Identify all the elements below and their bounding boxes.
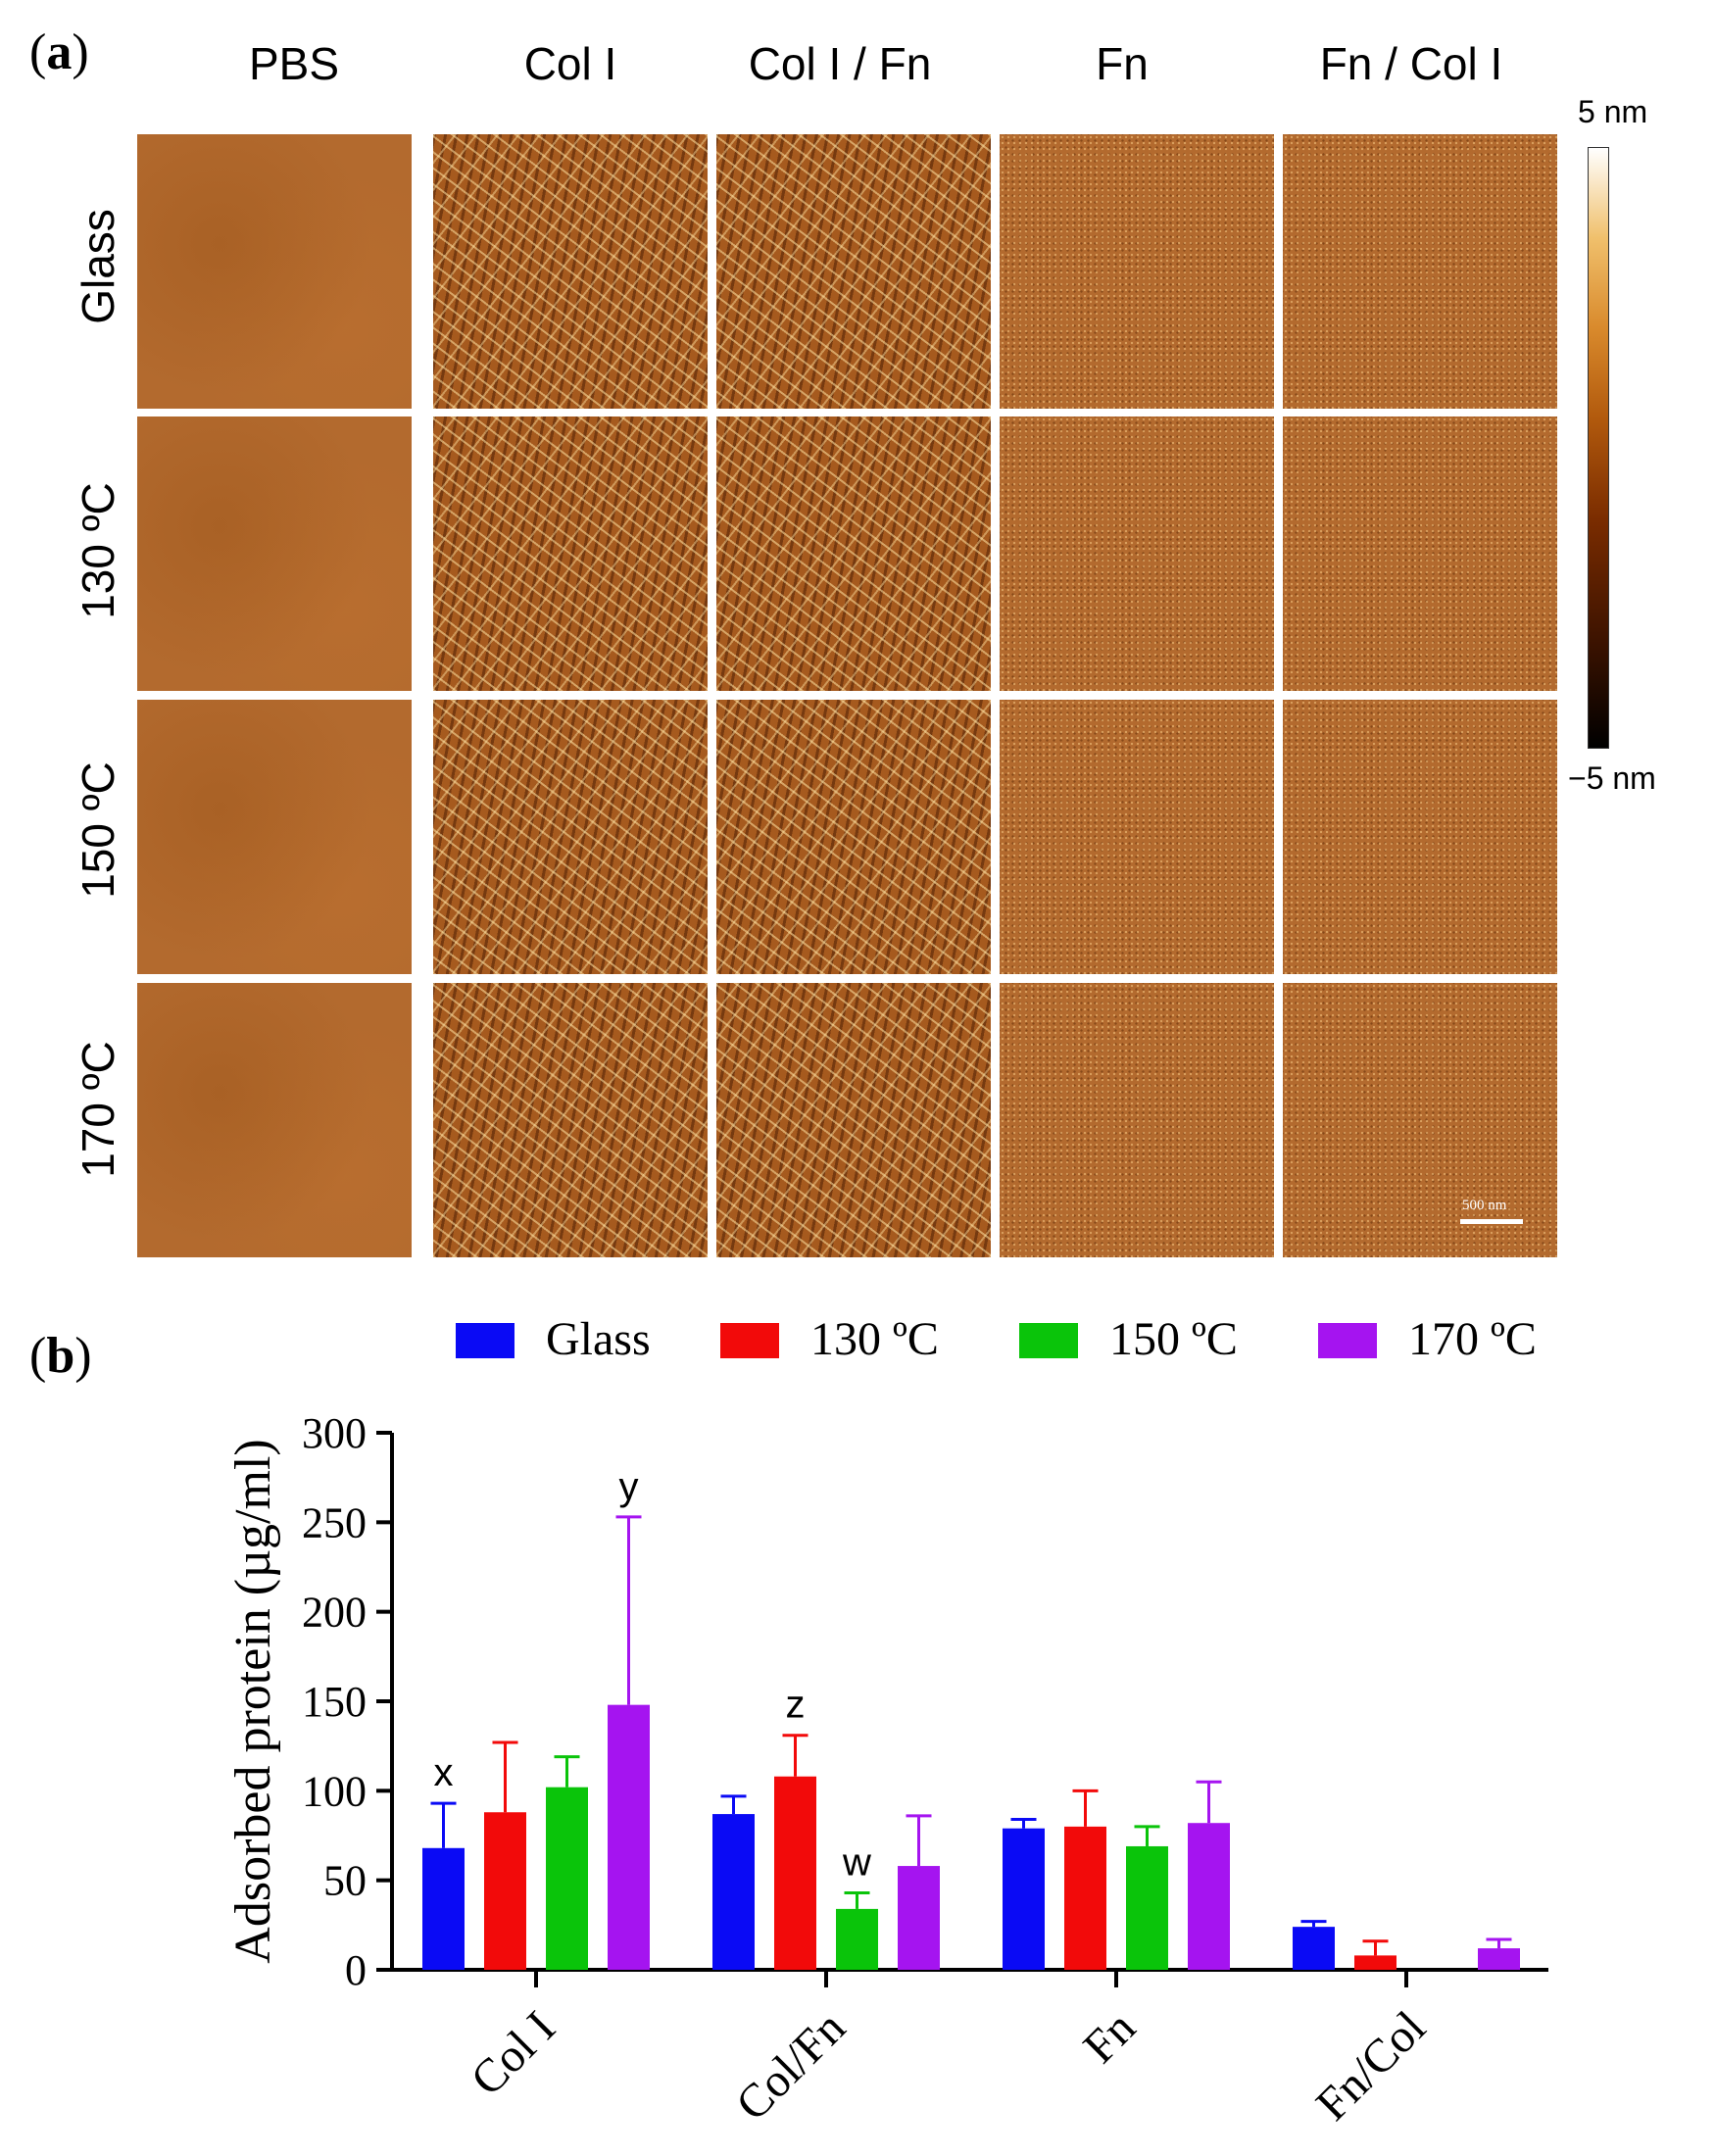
panel-a-label: (a)	[29, 24, 89, 80]
y-tick-label: 150	[302, 1678, 367, 1726]
afm-150-col-i-fn	[716, 700, 991, 974]
bar-170-c	[1188, 1823, 1230, 1970]
column-header-fn: Fn	[1096, 38, 1149, 89]
significance-label: y	[619, 1465, 639, 1508]
significance-label: z	[786, 1684, 806, 1727]
y-axis-title: Adsorbed protein (µg/ml)	[225, 1439, 281, 1963]
bar-130-c	[1354, 1955, 1396, 1970]
afm-170-fn	[1000, 983, 1274, 1257]
bar-150-c	[1126, 1845, 1168, 1970]
column-header-pbs: PBS	[248, 38, 340, 89]
legend-label-150: 150 ºC	[1109, 1313, 1238, 1365]
afm-150-fn	[1000, 700, 1274, 974]
afm-130-pbs	[137, 416, 412, 691]
colorbar-max-label: 5 nm	[1578, 94, 1648, 129]
x-tick-label: Col/Fn	[726, 2001, 856, 2131]
column-header-fn-col-i: Fn / Col I	[1319, 38, 1503, 89]
column-header-col-i: Col I	[523, 38, 617, 89]
bar-170-c	[1478, 1948, 1520, 1970]
bar-170-c	[898, 1866, 940, 1970]
afm-glass-col-i-fn	[716, 134, 991, 409]
y-tick-label: 300	[302, 1409, 367, 1457]
x-tick-label: Col I	[461, 2001, 564, 2105]
height-colorbar	[1588, 147, 1609, 749]
afm-130-fn	[1000, 416, 1274, 691]
afm-130-col-i	[433, 416, 708, 691]
afm-170-col-i-fn	[716, 983, 991, 1257]
legend-label-130: 130 ºC	[810, 1313, 939, 1365]
legend-label-170: 170 ºC	[1408, 1313, 1537, 1365]
y-tick-label: 200	[302, 1589, 367, 1637]
legend-label-glass: Glass	[546, 1313, 651, 1365]
y-tick-label: 250	[302, 1498, 367, 1546]
bar-glass	[1003, 1828, 1045, 1970]
significance-label: x	[434, 1751, 454, 1794]
afm-150-pbs	[137, 700, 412, 974]
bar-130-c	[1064, 1826, 1106, 1970]
afm-170-pbs	[137, 983, 412, 1257]
bar-glass	[422, 1847, 465, 1970]
scale-bar	[1460, 1219, 1523, 1224]
legend-swatch-glass	[456, 1323, 514, 1358]
afm-170-col-i	[433, 983, 708, 1257]
bar-170-c	[608, 1704, 650, 1970]
panel-b-label: (b)	[29, 1328, 92, 1384]
legend-swatch-150	[1019, 1323, 1078, 1358]
bar-glass	[712, 1814, 755, 1970]
afm-150-fn-col-i	[1283, 700, 1557, 974]
bar-130-c	[774, 1776, 816, 1970]
legend-swatch-130	[720, 1323, 779, 1358]
x-tick-label: Fn	[1073, 2001, 1145, 2073]
y-tick-label: 100	[302, 1767, 367, 1815]
bar-glass	[1293, 1927, 1335, 1970]
afm-130-fn-col-i	[1283, 416, 1557, 691]
y-tick-label: 0	[345, 1946, 367, 1994]
scale-bar-label: 500 nm	[1462, 1198, 1507, 1213]
afm-glass-pbs	[137, 134, 412, 409]
afm-130-col-i-fn	[716, 416, 991, 691]
y-tick-label: 50	[323, 1857, 367, 1905]
bar-150-c	[836, 1908, 878, 1970]
legend-swatch-170	[1318, 1323, 1377, 1358]
bar-150-c	[546, 1787, 588, 1970]
afm-glass-col-i	[433, 134, 708, 409]
afm-170-fn-col-i	[1283, 983, 1557, 1257]
significance-label: w	[842, 1840, 871, 1884]
afm-glass-fn	[1000, 134, 1274, 409]
colorbar-min-label: −5 nm	[1568, 760, 1656, 796]
afm-glass-fn-col-i	[1283, 134, 1557, 409]
afm-150-col-i	[433, 700, 708, 974]
x-tick-label: Fn/Col	[1306, 2001, 1436, 2131]
column-header-col-i-fn: Col I / Fn	[748, 38, 932, 89]
bar-130-c	[484, 1812, 526, 1970]
